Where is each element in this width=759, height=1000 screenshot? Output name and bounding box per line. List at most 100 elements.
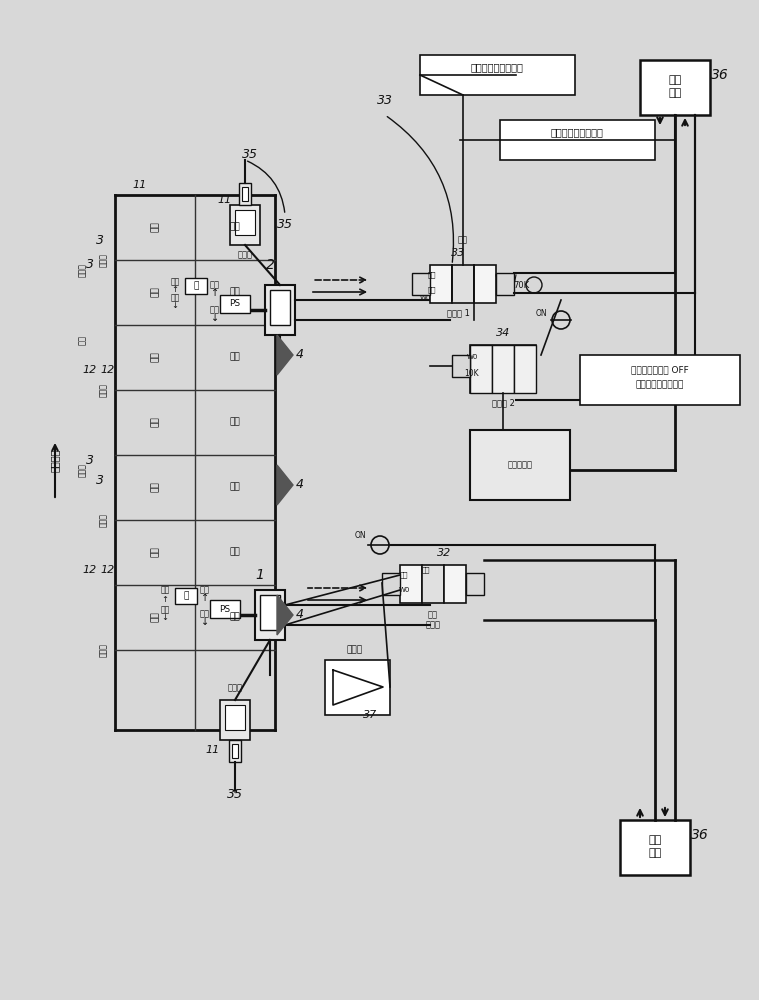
Text: 收缩: 收缩 bbox=[170, 277, 180, 286]
Text: 32: 32 bbox=[437, 548, 451, 558]
Text: ON: ON bbox=[535, 308, 546, 318]
Text: 36: 36 bbox=[711, 68, 729, 82]
Text: 35: 35 bbox=[242, 148, 258, 161]
Text: 液压: 液压 bbox=[648, 835, 662, 845]
Bar bbox=[492, 345, 514, 393]
Text: 同步障: 同步障 bbox=[99, 253, 108, 267]
Text: W0: W0 bbox=[466, 354, 477, 360]
Bar bbox=[470, 345, 536, 393]
Text: 电磁阀 1: 电磁阀 1 bbox=[446, 308, 469, 318]
Bar bbox=[175, 588, 197, 604]
Bar bbox=[210, 600, 240, 618]
Text: 间距: 间距 bbox=[150, 287, 159, 297]
Bar bbox=[382, 573, 400, 595]
Text: 11: 11 bbox=[218, 195, 232, 205]
Polygon shape bbox=[277, 595, 293, 635]
Text: ON: ON bbox=[354, 530, 366, 540]
Text: 同步障: 同步障 bbox=[99, 643, 108, 657]
Text: 回归: 回归 bbox=[200, 609, 210, 618]
Text: 比例: 比例 bbox=[428, 610, 438, 619]
Text: 12: 12 bbox=[83, 365, 97, 375]
Text: ↓: ↓ bbox=[172, 302, 178, 310]
Bar bbox=[430, 265, 452, 303]
Text: 收缩: 收缩 bbox=[428, 287, 436, 293]
Text: 36: 36 bbox=[691, 828, 709, 842]
Text: 4: 4 bbox=[296, 479, 304, 491]
Text: 返回: 返回 bbox=[458, 235, 468, 244]
Bar bbox=[229, 740, 241, 762]
Text: 37: 37 bbox=[363, 710, 377, 720]
Text: 33: 33 bbox=[451, 248, 465, 258]
Text: 间距: 间距 bbox=[77, 335, 87, 345]
Bar bbox=[640, 60, 710, 115]
Bar bbox=[225, 705, 245, 730]
Text: 12: 12 bbox=[83, 565, 97, 575]
Text: ↑: ↑ bbox=[211, 288, 219, 298]
Text: 35: 35 bbox=[227, 788, 243, 802]
Bar bbox=[232, 744, 238, 758]
Text: 34: 34 bbox=[496, 328, 510, 338]
Text: 间距: 间距 bbox=[150, 547, 159, 557]
Polygon shape bbox=[333, 670, 383, 705]
Text: 砂箱: 砂箱 bbox=[230, 223, 241, 232]
Text: 砂箱: 砂箱 bbox=[230, 612, 241, 621]
Bar bbox=[265, 285, 295, 335]
Bar bbox=[242, 187, 248, 201]
Text: 同步障: 同步障 bbox=[77, 263, 87, 277]
Polygon shape bbox=[277, 465, 293, 505]
Text: 3: 3 bbox=[86, 258, 94, 271]
Text: 11: 11 bbox=[206, 745, 220, 755]
Bar bbox=[580, 355, 740, 405]
Bar bbox=[444, 565, 466, 603]
Text: ↓: ↓ bbox=[201, 617, 209, 627]
Text: 收缩: 收缩 bbox=[210, 280, 220, 290]
Text: PS: PS bbox=[219, 604, 231, 613]
Text: 通常时，低背压压力: 通常时，低背压压力 bbox=[550, 127, 603, 137]
Text: ↑: ↑ bbox=[162, 595, 168, 604]
Text: 砂箱: 砂箱 bbox=[230, 353, 241, 361]
Polygon shape bbox=[277, 335, 293, 375]
Text: 砂箱: 砂箱 bbox=[230, 548, 241, 556]
Text: W0: W0 bbox=[398, 587, 410, 593]
Bar bbox=[255, 590, 285, 640]
Text: 回归: 回归 bbox=[160, 605, 169, 614]
Text: 11: 11 bbox=[133, 180, 147, 190]
Text: 逻辑阀: 逻辑阀 bbox=[228, 684, 242, 692]
Bar bbox=[220, 295, 250, 313]
Text: 返回: 返回 bbox=[170, 294, 180, 302]
Bar bbox=[230, 205, 260, 245]
Bar bbox=[270, 290, 290, 325]
Bar bbox=[496, 273, 514, 295]
Text: 砂箱输送: 砂箱输送 bbox=[50, 448, 60, 472]
Text: 砂箱: 砂箱 bbox=[230, 288, 241, 296]
Text: 4: 4 bbox=[296, 349, 304, 361]
Text: 推进: 推进 bbox=[160, 585, 169, 594]
Text: 砂箱: 砂箱 bbox=[230, 418, 241, 426]
Bar bbox=[260, 595, 280, 630]
Text: 推进: 推进 bbox=[200, 585, 210, 594]
Bar bbox=[412, 273, 430, 295]
Bar bbox=[514, 345, 536, 393]
Bar bbox=[466, 573, 484, 595]
Bar bbox=[470, 430, 570, 500]
Bar bbox=[452, 265, 474, 303]
Text: ↑: ↑ bbox=[172, 286, 178, 294]
Text: 4: 4 bbox=[296, 608, 304, 621]
Bar bbox=[325, 660, 390, 715]
Bar bbox=[474, 265, 496, 303]
Text: PS: PS bbox=[229, 300, 241, 308]
Text: 1: 1 bbox=[256, 568, 264, 582]
Text: 而减速时产生高背压: 而减速时产生高背压 bbox=[636, 380, 684, 389]
Text: 3: 3 bbox=[96, 233, 104, 246]
Bar bbox=[420, 55, 575, 95]
Bar bbox=[422, 565, 444, 603]
Text: 电磁阀 2: 电磁阀 2 bbox=[492, 398, 515, 408]
Text: 10K: 10K bbox=[465, 368, 480, 377]
Text: 3: 3 bbox=[96, 474, 104, 487]
Text: 3: 3 bbox=[86, 454, 94, 466]
Bar bbox=[452, 355, 470, 377]
Bar bbox=[220, 700, 250, 740]
Text: 砂箱: 砂箱 bbox=[230, 483, 241, 491]
Text: 70K: 70K bbox=[513, 280, 529, 290]
Text: ↑: ↑ bbox=[201, 593, 209, 603]
